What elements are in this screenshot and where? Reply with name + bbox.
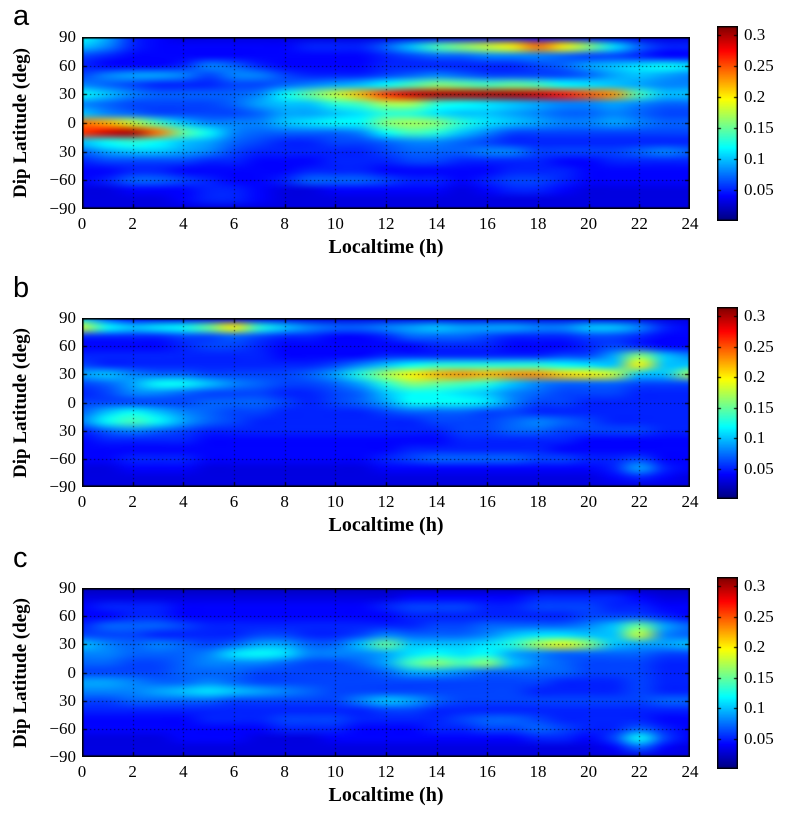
y-tick-label: 0: [67, 113, 77, 132]
colorbar-tick-label: 0.3: [744, 306, 766, 326]
y-tick-label: −90: [49, 477, 76, 496]
x-tick-label: 24: [681, 214, 699, 233]
y-axis-title-c: Dip Latitude (deg): [10, 597, 31, 748]
x-tick-label: 8: [280, 492, 289, 511]
colorbar-tick-label: 0.1: [744, 428, 766, 448]
x-axis-title-b: Localtime (h): [328, 514, 444, 536]
colorbar-tick-label: 0.3: [744, 25, 766, 45]
y-tick-label: 0: [67, 662, 77, 682]
colorbar-tick-label: 0.2: [744, 87, 766, 107]
y-tick-label: 90: [59, 308, 76, 327]
x-tick-label: 24: [681, 762, 699, 781]
colorbar-tick-label: 0.05: [744, 728, 774, 748]
colorbar-tick-label: 0.25: [744, 336, 774, 356]
colorbar-c: [717, 577, 738, 769]
panel-letter-c: c: [13, 542, 28, 574]
y-tick-label: 60: [59, 55, 76, 75]
x-tick-label: 2: [128, 762, 137, 781]
y-tick-label: −60: [49, 170, 76, 190]
colorbar-tick-label: 0.3: [744, 576, 766, 596]
x-axis-title-a: Localtime (h): [328, 236, 444, 258]
x-axis-title-c: Localtime (h): [328, 784, 444, 806]
x-tick-label: 22: [630, 214, 648, 233]
x-tick-label: 22: [630, 492, 648, 511]
x-tick-label: 2: [128, 214, 137, 233]
colorbar-tick-label: 0.05: [744, 458, 774, 478]
x-tick-label: 16: [478, 214, 496, 233]
x-tick-label: 14: [428, 214, 446, 233]
colorbar-tick-label: 0.1: [744, 149, 766, 169]
panel-letter-b: b: [13, 272, 30, 304]
x-tick-label: 16: [478, 492, 496, 511]
y-tick-label: 90: [59, 578, 76, 597]
x-tick-label: 12: [377, 492, 395, 511]
x-tick-label: 10: [326, 214, 344, 233]
y-tick-label: 60: [59, 606, 76, 626]
x-tick-label: 6: [229, 492, 239, 511]
x-tick-label: 24: [681, 492, 699, 511]
y-tick-label: 30: [59, 634, 76, 654]
x-tick-label: 4: [179, 762, 188, 781]
y-tick-label: 30: [59, 690, 76, 710]
x-tick-label: 14: [428, 762, 446, 781]
colorbar-tick-label: 0.05: [744, 180, 774, 200]
x-tick-label: 6: [229, 762, 239, 781]
y-tick-label: −90: [49, 199, 76, 218]
x-tick-label: 0: [77, 762, 87, 781]
y-tick-label: 90: [59, 27, 76, 46]
y-tick-label: −60: [49, 718, 76, 738]
colorbar-tick-label: 0.15: [744, 667, 774, 687]
colorbar-tick-label: 0.25: [744, 56, 774, 76]
colorbar-tick-label: 0.15: [744, 118, 774, 138]
y-tick-label: −60: [49, 448, 76, 468]
panel-letter-a: a: [13, 0, 30, 32]
colorbar-tick-label: 0.1: [744, 698, 766, 718]
x-tick-label: 20: [580, 492, 598, 511]
x-tick-label: 4: [179, 214, 188, 233]
x-tick-label: 22: [630, 762, 648, 781]
colorbar-tick-label: 0.25: [744, 606, 774, 626]
x-tick-label: 10: [326, 492, 344, 511]
y-axis-title-b: Dip Latitude (deg): [10, 327, 31, 478]
y-tick-label: 30: [59, 420, 76, 440]
heatmap-a: [82, 37, 690, 209]
x-tick-label: 6: [229, 214, 239, 233]
x-tick-label: 4: [179, 492, 188, 511]
y-tick-label: 30: [59, 141, 76, 161]
y-axis-title-a: Dip Latitude (deg): [10, 48, 31, 198]
x-tick-label: 20: [580, 762, 598, 781]
x-tick-label: 12: [377, 214, 395, 233]
x-tick-label: 0: [77, 492, 87, 511]
y-tick-label: 0: [67, 392, 77, 412]
x-tick-label: 0: [77, 214, 87, 233]
colorbar-a: [717, 26, 738, 221]
colorbar-tick-label: 0.2: [744, 637, 766, 657]
x-tick-label: 12: [377, 762, 395, 781]
heatmap-b: [82, 318, 690, 487]
x-tick-label: 18: [529, 214, 547, 233]
x-tick-label: 16: [478, 762, 496, 781]
x-tick-label: 20: [580, 214, 598, 233]
colorbar-b: [717, 307, 738, 499]
x-tick-label: 2: [128, 492, 137, 511]
x-tick-label: 14: [428, 492, 446, 511]
y-tick-label: −90: [49, 747, 76, 766]
colorbar-tick-label: 0.15: [744, 397, 774, 417]
colorbar-tick-label: 0.2: [744, 367, 766, 387]
x-tick-label: 18: [529, 762, 547, 781]
y-tick-label: 30: [59, 84, 76, 104]
x-tick-label: 8: [280, 762, 289, 781]
heatmap-c: [82, 588, 690, 757]
y-tick-label: 30: [59, 364, 76, 384]
y-tick-label: 60: [59, 336, 76, 356]
x-tick-label: 18: [529, 492, 547, 511]
x-tick-label: 10: [326, 762, 344, 781]
x-tick-label: 8: [280, 214, 289, 233]
